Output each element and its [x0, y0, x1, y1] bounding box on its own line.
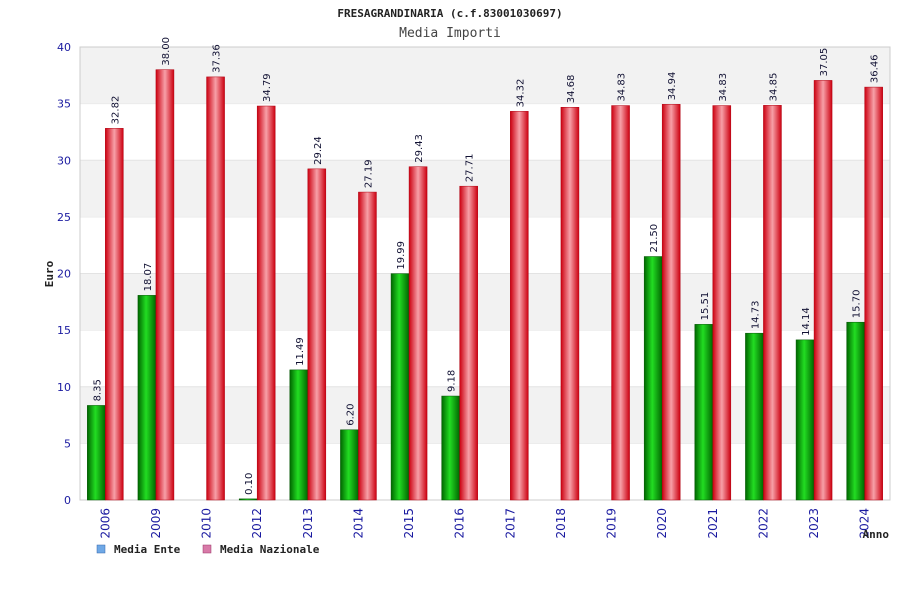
x-axis-ticks: 2006 2009 2010 2012 2013 2014 2015 2016 2017 2018…	[98, 508, 871, 539]
legend-label-ente: Media Ente	[114, 543, 181, 556]
plot-frame	[79, 46, 891, 501]
x-tick-label: 2017	[503, 508, 517, 539]
bar-nazionale-2023	[813, 80, 833, 501]
bar-ente-2009	[137, 295, 157, 501]
bar-value-label: 29.24	[313, 136, 324, 165]
y-tick-label: 5	[64, 437, 71, 450]
bar-nazionale-2014	[358, 191, 377, 501]
bar-value-label: 27.19	[363, 159, 374, 188]
y-tick-label: 0	[64, 494, 71, 507]
bar-nazionale-2017	[510, 111, 529, 501]
bar-value-label: 34.83	[718, 73, 729, 102]
legend: Media Ente Media Nazionale	[96, 543, 320, 556]
bar-ente-2012	[238, 498, 258, 501]
y-tick-label: 15	[57, 324, 71, 337]
y-axis-label: Euro	[43, 260, 56, 287]
bar-value-label: 36.46	[870, 54, 881, 83]
bar-value-label: 14.73	[750, 301, 761, 330]
x-tick-label: 2009	[149, 508, 163, 539]
bar-ente-2016	[441, 395, 460, 501]
bar-value-label: 8.35	[92, 379, 103, 401]
x-tick-label: 2010	[200, 508, 214, 539]
y-tick-label: 20	[57, 268, 71, 281]
bar-value-label: 34.32	[515, 79, 526, 108]
bar-value-label: 34.85	[768, 73, 779, 102]
bar-nazionale-2015	[408, 166, 428, 501]
y-tick-label: 30	[57, 154, 71, 167]
y-axis-ticks: 0 5 10 15 20 25 30 35 40	[57, 41, 71, 507]
x-tick-label: 2013	[301, 508, 315, 539]
bar-nazionale-2021	[712, 105, 732, 501]
bar-value-label: 15.70	[852, 290, 863, 319]
y-tick-label: 35	[57, 98, 71, 111]
bar-value-label: 11.49	[295, 337, 306, 366]
legend-swatch-nazionale	[202, 544, 212, 554]
y-tick-label: 25	[57, 211, 71, 224]
bar-value-label: 34.68	[566, 75, 577, 104]
y-tick-label: 40	[57, 41, 71, 54]
x-tick-label: 2012	[250, 508, 264, 539]
x-tick-label: 2020	[655, 508, 669, 539]
x-tick-label: 2022	[756, 508, 770, 539]
x-tick-label: 2021	[706, 508, 720, 539]
bar-nazionale-2022	[763, 105, 782, 501]
bar-nazionale-2018	[560, 106, 580, 501]
bar-nazionale-2019	[611, 105, 630, 501]
x-tick-label: 2024	[858, 508, 872, 539]
bar-nazionale-2012	[256, 105, 276, 501]
bar-ente-2013	[289, 369, 309, 501]
bar-value-label: 0.10	[244, 473, 255, 495]
bar-value-label: 21.50	[649, 224, 660, 253]
x-axis-label: Anno	[863, 528, 890, 541]
bar-ente-2014	[340, 429, 359, 501]
chart-subtitle: Media Importi	[399, 26, 501, 41]
bar-ente-2020	[643, 256, 663, 501]
bar-nazionale-2013	[307, 168, 327, 501]
legend-label-nazionale: Media Nazionale	[220, 543, 320, 556]
bar-value-label: 38.00	[161, 37, 172, 66]
x-tick-label: 2014	[351, 508, 365, 539]
bar-nazionale-2020	[661, 104, 681, 501]
bar-nazionale-2024	[864, 86, 883, 501]
x-tick-label: 2018	[554, 508, 568, 539]
bar-value-label: 14.14	[801, 307, 812, 336]
bar-ente-2006	[87, 405, 106, 501]
x-tick-label: 2006	[98, 508, 112, 539]
bar-value-label: 34.83	[617, 73, 628, 102]
bar-value-label: 34.94	[667, 72, 678, 101]
bar-ente-2024	[846, 321, 865, 501]
bar-value-label: 6.20	[345, 404, 356, 426]
y-tick-label: 10	[57, 381, 71, 394]
bar-nazionale-2009	[155, 69, 175, 501]
bar-value-label: 29.43	[414, 134, 425, 163]
x-tick-label: 2016	[453, 508, 467, 539]
bar-value-label: 27.71	[465, 154, 476, 183]
bar-value-label: 32.82	[110, 96, 121, 125]
bar-value-label: 9.18	[447, 370, 458, 392]
x-tick-label: 2015	[402, 508, 416, 539]
bar-value-label: 34.79	[262, 73, 273, 102]
chart-title: FRESAGRANDINARIA (c.f.83001030697)	[337, 7, 562, 20]
bar-ente-2015	[390, 273, 410, 501]
x-tick-label: 2019	[605, 508, 619, 539]
bar-nazionale-2016	[459, 185, 478, 501]
bar-ente-2022	[745, 332, 764, 501]
bar-value-labels: 8.35 32.82 18.07 38.00 37.36 0.10 34.79 11.49 29…	[92, 37, 880, 495]
x-tick-label: 2023	[807, 508, 821, 539]
legend-swatch-ente	[96, 544, 106, 554]
bar-value-label: 15.51	[700, 292, 711, 321]
bar-ente-2023	[795, 339, 815, 501]
bar-value-label: 19.99	[396, 241, 407, 270]
bar-nazionale-2006	[105, 128, 124, 501]
bar-value-label: 37.05	[819, 48, 830, 77]
bar-value-label: 18.07	[143, 263, 154, 292]
bars	[87, 69, 883, 501]
bar-value-label: 37.36	[212, 44, 223, 73]
bar-ente-2021	[694, 324, 714, 501]
bar-nazionale-2010	[206, 76, 225, 501]
